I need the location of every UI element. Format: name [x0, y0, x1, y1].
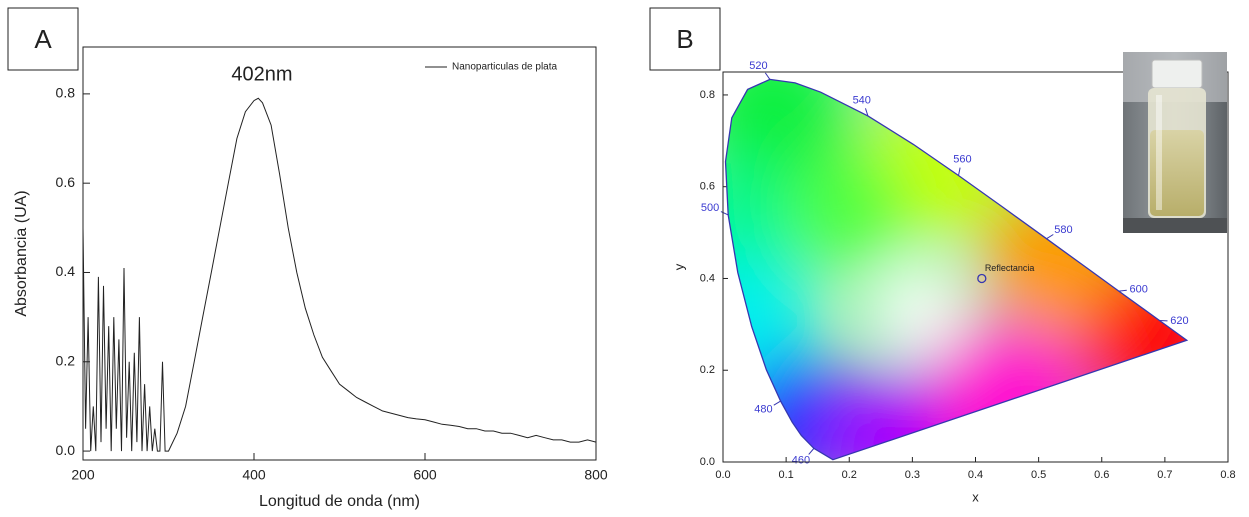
- y-tick-label: 0.8: [56, 85, 76, 101]
- panel-label-box: [649, 7, 721, 71]
- x-tick-label: 0.2: [842, 469, 857, 481]
- x-tick-label: 800: [584, 467, 608, 483]
- x-tick-label: 0.0: [715, 469, 730, 481]
- y-tick-label: 0.0: [700, 456, 715, 468]
- wavelength-tick: [720, 211, 729, 216]
- y-tick-label: 0.0: [56, 442, 76, 458]
- gamut-blob: [981, 190, 1122, 331]
- x-tick-label: 0.5: [1031, 469, 1046, 481]
- panel-label: B: [676, 24, 693, 54]
- y-tick-label: 0.6: [700, 181, 715, 193]
- wavelength-tick: [958, 167, 961, 176]
- y-tick-label: 0.2: [700, 364, 715, 376]
- x-axis-label: Longitud de onda (nm): [259, 493, 420, 510]
- line: [82, 97, 597, 452]
- wavelength-label: 540: [853, 95, 871, 107]
- y-tick-label: 0.4: [700, 272, 715, 284]
- wavelength-label: 620: [1170, 315, 1188, 327]
- x-tick-label: 0.6: [1094, 469, 1109, 481]
- wavelength-label: 600: [1130, 283, 1148, 295]
- annotation: 402nm: [231, 63, 292, 85]
- y-tick-label: 0.6: [56, 174, 76, 190]
- x-tick-label: 0.3: [905, 469, 920, 481]
- x-tick-label: 400: [242, 467, 266, 483]
- wavelength-tick: [764, 72, 771, 80]
- wavelength-tick: [773, 400, 781, 406]
- spectral-locus: [724, 78, 1189, 461]
- legend-label: Nanoparticulas de plata: [452, 62, 558, 73]
- wavelength-label: 520: [749, 60, 767, 72]
- gamut-blob: [789, 149, 910, 270]
- x-tick-label: 200: [71, 467, 95, 483]
- wavelength-tick: [864, 108, 869, 117]
- wavelength-label: 560: [953, 154, 971, 166]
- wavelength-label: 480: [754, 403, 772, 415]
- x-tick-label: 0.8: [1220, 469, 1235, 481]
- plot-frame: [722, 71, 1229, 463]
- point-label: Reflectancia: [985, 263, 1035, 273]
- panel-label: A: [34, 24, 52, 54]
- x-tick-label: 0.1: [778, 469, 793, 481]
- gamut-blob: [725, 79, 854, 194]
- photo-inset: [1123, 52, 1227, 233]
- x-tick-label: 600: [413, 467, 437, 483]
- x-tick-label: 0.4: [968, 469, 983, 481]
- x-tick-label: 0.7: [1157, 469, 1172, 481]
- wavelength-tick: [1118, 289, 1127, 292]
- wavelength-tick: [1046, 234, 1054, 240]
- gamut-blob: [873, 265, 964, 356]
- y-tick-label: 0.8: [700, 89, 715, 101]
- y-axis-label: Absorbancia (UA): [13, 190, 30, 316]
- wavelength-label: 580: [1054, 224, 1072, 236]
- x-axis-label: x: [972, 489, 979, 504]
- panel-label-box: [7, 7, 79, 71]
- y-tick-label: 0.2: [56, 352, 76, 368]
- y-tick-label: 0.4: [56, 263, 76, 279]
- plot-frame: [82, 46, 597, 461]
- wavelength-label: 460: [792, 454, 810, 466]
- wavelength-label: 500: [701, 202, 719, 214]
- point: [977, 273, 987, 284]
- wavelength-tick: [808, 448, 815, 455]
- y-axis-label: y: [671, 263, 686, 270]
